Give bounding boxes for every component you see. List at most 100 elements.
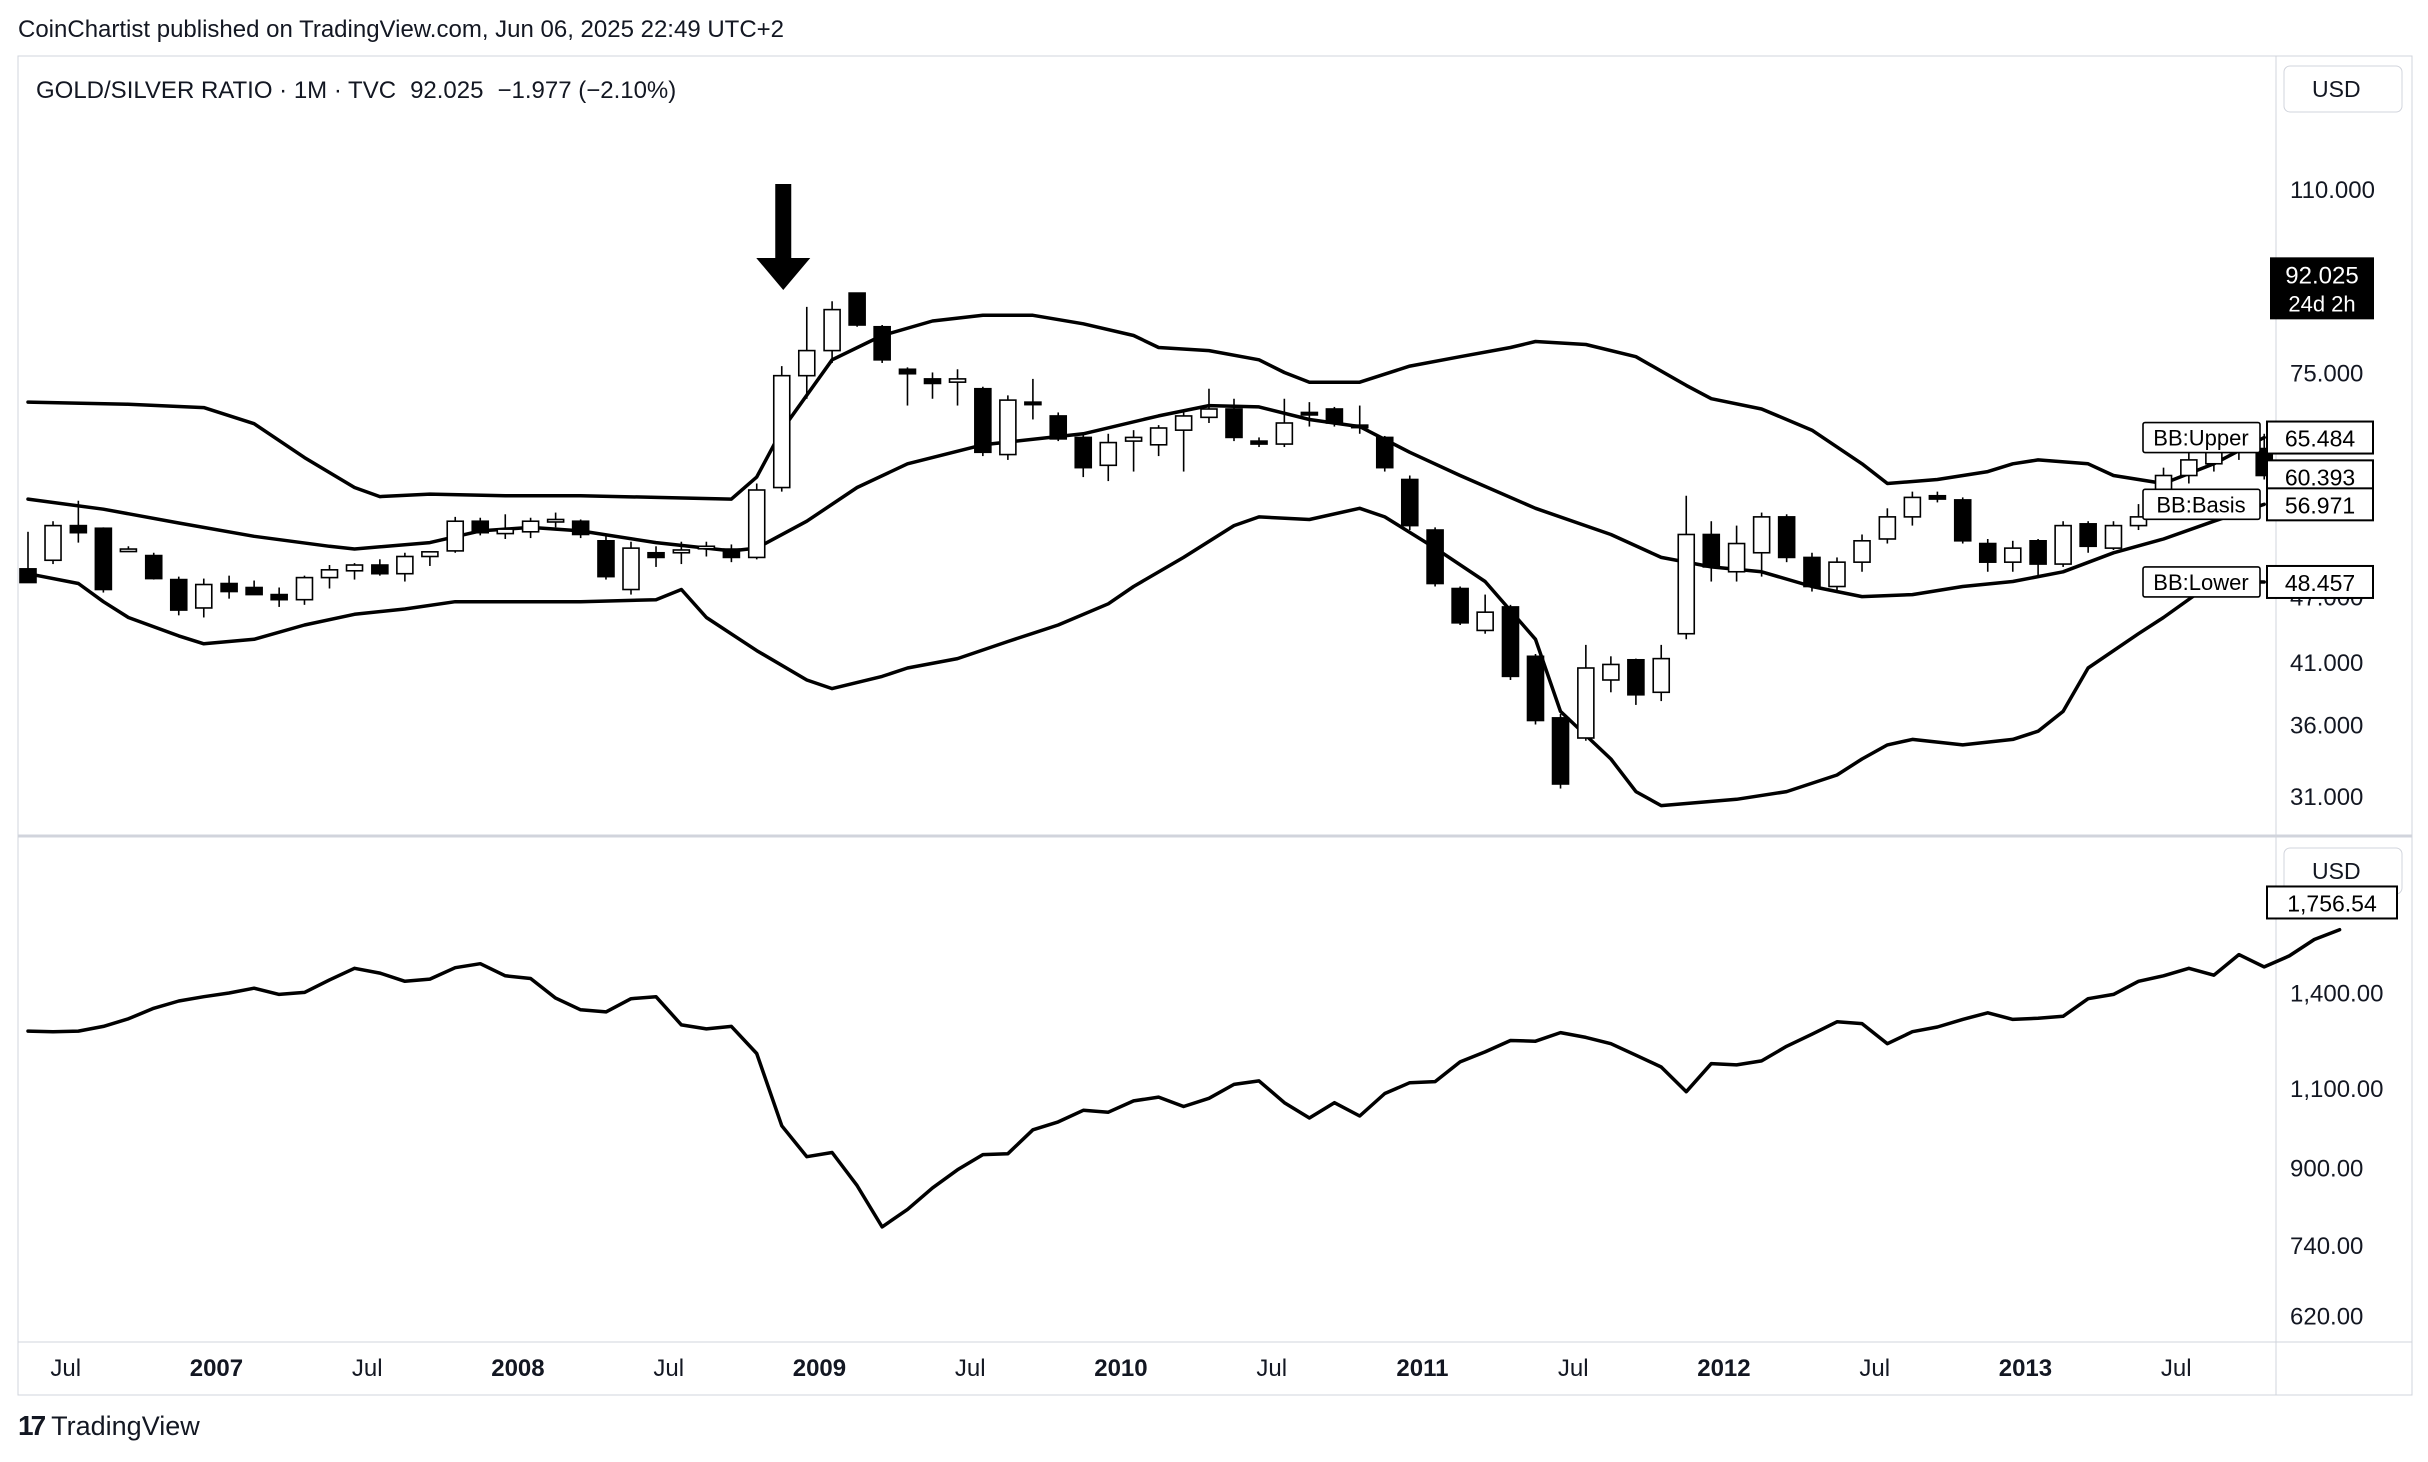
candle	[320, 565, 339, 589]
candle	[923, 372, 942, 399]
candle	[1853, 534, 1871, 572]
candle	[546, 512, 565, 528]
x-tick-month: Jul	[352, 1355, 383, 1382]
candle	[1049, 412, 1068, 442]
candle-body	[622, 547, 640, 591]
indicator-name: BB:Lower	[2153, 570, 2248, 595]
candle-body	[270, 593, 288, 601]
last-value-label: 1,756.54	[2287, 890, 2377, 916]
legend-line[interactable]: GOLD/SILVER RATIO · 1M · TVC 92.025 −1.977…	[36, 77, 676, 104]
candle	[1677, 495, 1696, 640]
candle	[2079, 521, 2097, 553]
candle-body	[345, 564, 364, 572]
candle-body	[1978, 542, 1997, 563]
last-price-badge-price: 92.025	[2285, 262, 2358, 289]
candle	[898, 367, 917, 406]
candle	[2104, 521, 2123, 550]
candle-body	[144, 554, 163, 580]
currency-button-bottom-label: USD	[2312, 858, 2361, 884]
candle-body	[999, 399, 1017, 456]
candle-body	[948, 378, 967, 383]
candle	[194, 578, 213, 618]
candle	[1099, 433, 1118, 482]
candle-body	[873, 325, 891, 361]
candle-body	[647, 551, 665, 559]
candle-body	[1853, 539, 1871, 563]
candle-body	[1903, 496, 1922, 518]
indicator-name-box	[2142, 488, 2261, 521]
x-tick-month: Jul	[653, 1355, 684, 1382]
candle	[622, 541, 640, 595]
candle-body	[1928, 494, 1947, 500]
price-axis-bottom[interactable]: 1,400.00 1,100.00 900.00 740.00 620.00	[2290, 980, 2383, 1330]
last-value-box[interactable]: 1,756.54	[2266, 885, 2398, 920]
candle-body	[44, 524, 62, 562]
indicator-label-1[interactable]: 60.393	[2266, 459, 2374, 494]
indicator-name-box	[2142, 421, 2261, 454]
candle-body	[1677, 533, 1696, 635]
indicator-label-3[interactable]: 48.457 BB:Lower	[2142, 564, 2374, 599]
candle-body	[923, 378, 942, 385]
candle	[1024, 378, 1042, 420]
currency-button-top[interactable]	[2283, 65, 2403, 113]
candle-body	[722, 548, 741, 559]
candle	[1752, 512, 1771, 577]
candle	[1501, 604, 1520, 680]
candle-body	[772, 374, 791, 489]
candle	[597, 534, 615, 580]
x-tick-year: 2007	[190, 1355, 243, 1382]
candle	[1200, 388, 1218, 423]
candle-body	[1526, 655, 1545, 722]
candle-body	[1727, 542, 1746, 573]
candle-body	[2003, 547, 2022, 563]
candle	[1074, 433, 1093, 478]
candle	[1426, 527, 1444, 587]
candle-body	[747, 489, 766, 559]
candle-body	[1752, 516, 1771, 554]
candle-body	[1325, 408, 1344, 424]
tradingview-logo[interactable]: 17 TradingView	[18, 1410, 200, 1442]
candle-body	[396, 555, 414, 575]
candle	[1375, 435, 1394, 472]
candle-body	[295, 576, 314, 601]
candle	[1652, 644, 1671, 702]
candle-body	[1300, 411, 1319, 416]
chart-frame	[17, 55, 2413, 1396]
candle-body	[1953, 499, 1972, 542]
candle-body	[1149, 427, 1168, 446]
tradingview-logo-icon: 17	[18, 1410, 46, 1441]
indicator-label-0[interactable]: 65.484 BB:Upper	[2142, 420, 2374, 455]
indicator-label-2[interactable]: 56.971 BB:Basis	[2142, 487, 2374, 522]
candle-body	[1375, 436, 1394, 469]
candle-body	[1476, 611, 1494, 632]
indicator-value: 65.484	[2285, 426, 2356, 452]
candle	[1526, 653, 1545, 725]
candle-body	[169, 578, 188, 611]
candle-body	[571, 520, 590, 536]
candle	[1828, 557, 1846, 592]
candle-body	[320, 569, 339, 579]
candle	[1903, 491, 1922, 526]
x-tick-year: 2011	[1396, 1355, 1448, 1382]
candle-body	[2029, 539, 2047, 565]
x-tick-month: Jul	[2161, 1355, 2192, 1382]
x-tick-month: Jul	[1859, 1355, 1890, 1382]
indicator-value-box	[2266, 487, 2374, 522]
candle	[999, 395, 1017, 460]
candle	[1325, 406, 1344, 427]
x-tick-month: Jul	[50, 1355, 81, 1382]
candle	[220, 575, 238, 599]
bb-lower-line	[26, 506, 2266, 808]
indicator-name: BB:Upper	[2153, 426, 2248, 451]
candle-body	[1777, 516, 1796, 559]
candle-body	[1803, 556, 1821, 588]
candle-body	[1602, 663, 1620, 681]
candle-body	[1024, 401, 1042, 406]
candle	[1149, 425, 1168, 457]
candle-body	[2104, 524, 2123, 549]
price-tick-label: 36.000	[2290, 712, 2363, 739]
price-tick-label: 31.000	[2290, 784, 2363, 811]
candle	[2003, 540, 2022, 572]
